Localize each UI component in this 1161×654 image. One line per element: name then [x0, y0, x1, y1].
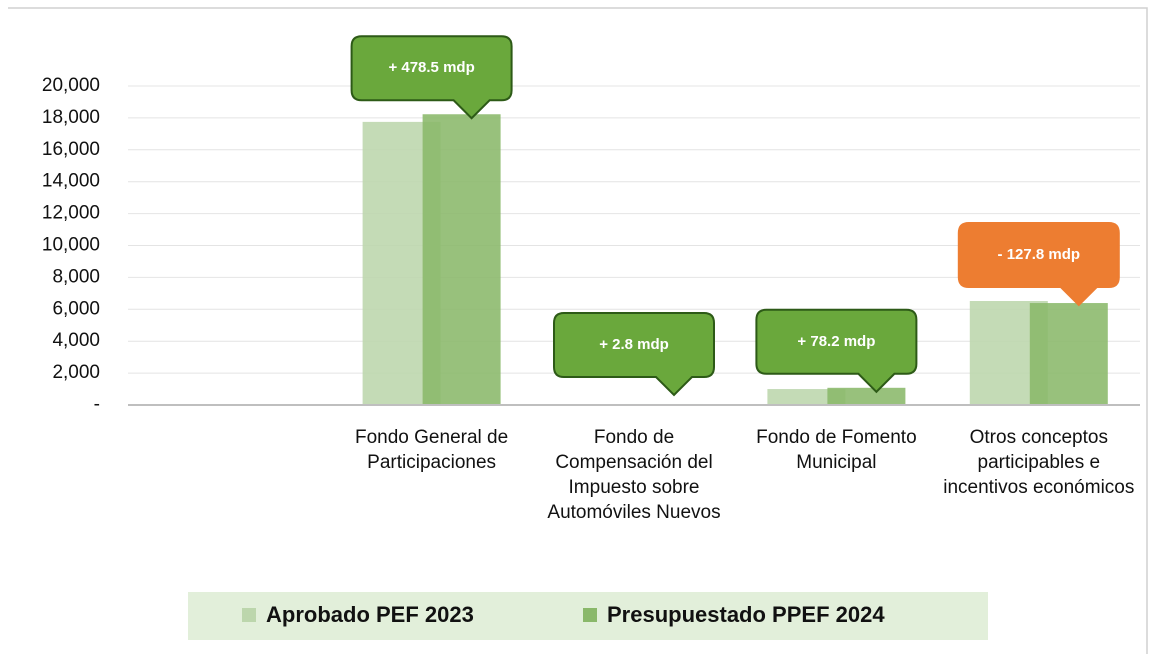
legend-label: Presupuestado PPEF 2024: [607, 602, 885, 627]
y-tick-label: 14,000: [42, 171, 100, 192]
callout: [755, 308, 918, 394]
callout-text: + 478.5 mdp: [388, 59, 474, 76]
callout: [350, 35, 513, 120]
legend-label: Aprobado PEF 2023: [266, 602, 474, 627]
callout: [957, 222, 1120, 307]
y-tick-label: 4,000: [52, 330, 100, 351]
x-tick-label: Fondo de Compensación del Impuesto sobre…: [547, 427, 721, 523]
y-tick-label: -: [94, 394, 100, 415]
x-tick-label: Fondo General de Participaciones: [355, 427, 509, 473]
y-tick-label: 20,000: [42, 75, 100, 96]
y-tick-label: 6,000: [52, 298, 100, 319]
callout: [553, 312, 715, 397]
legend-swatch: [242, 608, 256, 622]
y-tick-label: 10,000: [42, 235, 100, 256]
y-tick-label: 2,000: [52, 362, 100, 383]
bar: [422, 114, 501, 405]
x-tick-label: Otros conceptos participables e incentiv…: [943, 427, 1135, 498]
y-tick-label: 16,000: [42, 139, 100, 160]
callout-text: + 2.8 mdp: [599, 336, 669, 353]
bar: [767, 389, 846, 405]
callout-text: + 78.2 mdp: [797, 333, 875, 350]
bar: [827, 387, 906, 405]
y-tick-label: 18,000: [42, 107, 100, 128]
y-tick-label: 12,000: [42, 203, 100, 224]
y-tick-label: 8,000: [52, 266, 100, 287]
bar: [1029, 303, 1108, 405]
frame: [8, 7, 1148, 654]
x-tick-label: Fondo de Fomento Municipal: [756, 427, 917, 473]
legend-swatch: [583, 608, 597, 622]
callout-text: - 127.8 mdp: [998, 246, 1081, 263]
